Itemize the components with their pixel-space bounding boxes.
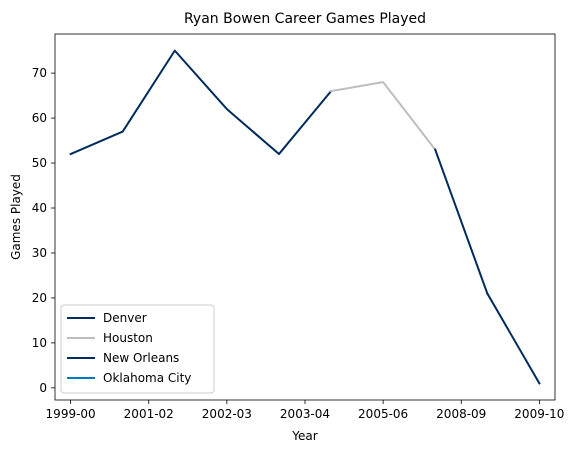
y-tick-label: 50 bbox=[32, 156, 47, 170]
x-axis: 1999-00 2001-02 2002-03 2003-04 2005-06 2008-… bbox=[46, 400, 564, 421]
y-tick-label: 0 bbox=[39, 381, 47, 395]
x-tick-label: 1999-00 bbox=[46, 407, 96, 421]
x-axis-title: Year bbox=[291, 429, 317, 443]
x-tick-label: 2009-10 bbox=[514, 407, 564, 421]
series-line-1 bbox=[329, 81, 437, 151]
x-tick-label: 2001-02 bbox=[124, 407, 174, 421]
series-line-0 bbox=[69, 49, 333, 156]
series-line-2 bbox=[433, 148, 489, 295]
legend-label-0: Denver bbox=[103, 311, 147, 325]
legend-label-2: New Orleans bbox=[103, 351, 179, 365]
y-tick-label: 70 bbox=[32, 66, 47, 80]
legend-label-3: Oklahoma City bbox=[103, 371, 191, 385]
legend-label-1: Houston bbox=[103, 331, 153, 345]
y-axis-title: Games Played bbox=[9, 174, 23, 260]
series-layer bbox=[69, 49, 541, 385]
chart-title: Ryan Bowen Career Games Played bbox=[184, 11, 426, 27]
legend-box bbox=[60, 304, 215, 394]
x-tick-label: 2005-06 bbox=[358, 407, 408, 421]
x-tick-label: 2008-09 bbox=[436, 407, 486, 421]
legend: Denver Houston New Orleans Oklahoma City bbox=[60, 304, 215, 394]
y-tick-label: 60 bbox=[32, 111, 47, 125]
y-tick-label: 20 bbox=[32, 291, 47, 305]
x-tick-label: 2003-04 bbox=[280, 407, 330, 421]
y-tick-label: 10 bbox=[32, 336, 47, 350]
x-tick-label: 2002-03 bbox=[202, 407, 252, 421]
y-tick-label: 30 bbox=[32, 246, 47, 260]
y-tick-label: 40 bbox=[32, 201, 47, 215]
y-axis: 0 10 20 30 40 50 60 70 bbox=[32, 66, 55, 395]
series-line-3 bbox=[485, 292, 541, 385]
